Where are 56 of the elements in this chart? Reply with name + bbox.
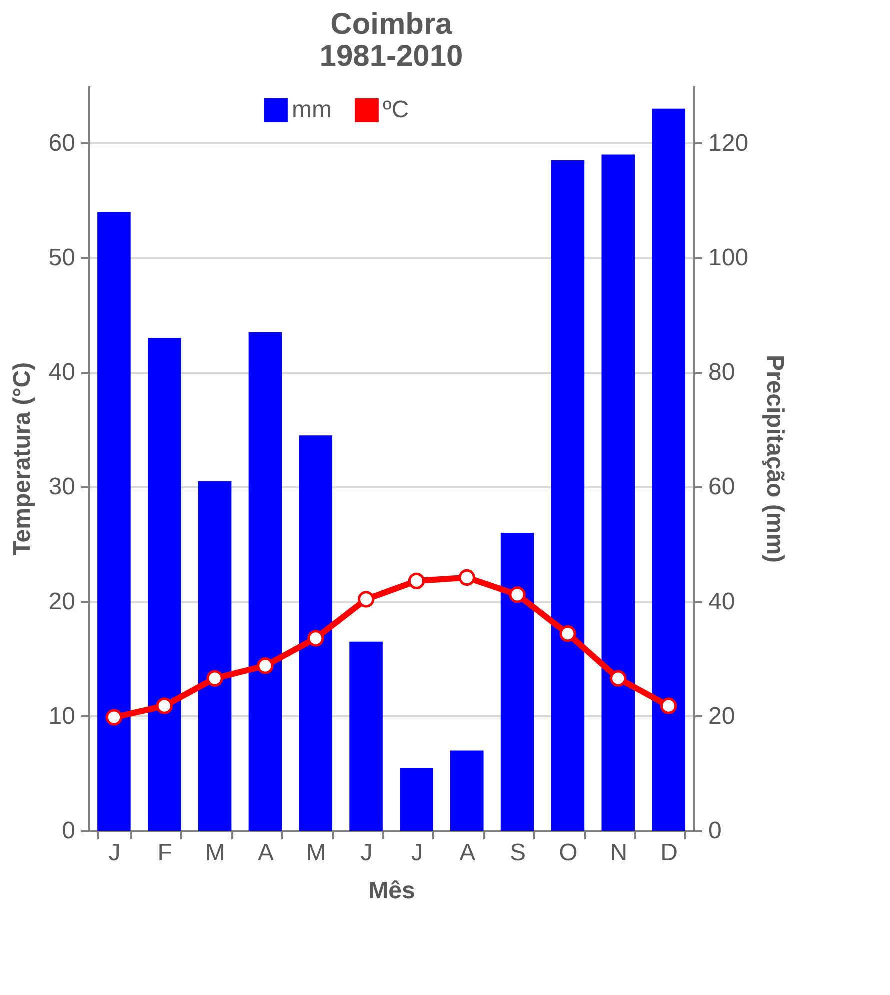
point bbox=[610, 670, 627, 687]
y-tick-label: 20 bbox=[48, 588, 76, 616]
y2-tick-label: 80 bbox=[708, 359, 736, 386]
y2-tick-label: 100 bbox=[708, 244, 749, 272]
x-tick-label: J bbox=[108, 840, 121, 866]
y-tick-label: 60 bbox=[48, 130, 76, 157]
y-tick-label: 40 bbox=[48, 359, 76, 386]
y-axis-title: Temperatura (°C) bbox=[8, 362, 36, 556]
x-tick-label: A bbox=[460, 840, 476, 866]
bar bbox=[299, 436, 333, 831]
legend-label: ºC bbox=[383, 96, 410, 124]
chart-title: Coimbra 1981-2010 bbox=[320, 8, 464, 73]
point bbox=[560, 626, 576, 642]
y-tick-label: 30 bbox=[48, 474, 76, 501]
y-tick-label: 10 bbox=[48, 702, 76, 730]
bar bbox=[450, 750, 484, 831]
y2-tick-label: 0 bbox=[708, 818, 722, 844]
bar bbox=[500, 533, 534, 831]
bar bbox=[652, 108, 686, 831]
x-tick-label: N bbox=[610, 840, 628, 866]
x-axis-title: Mês bbox=[368, 878, 416, 904]
x-tick-label: M bbox=[306, 840, 326, 866]
x-tick-label: J bbox=[411, 840, 424, 866]
y2-tick-label: 40 bbox=[708, 588, 736, 616]
point bbox=[156, 698, 173, 714]
point bbox=[308, 630, 324, 647]
y2-tick-label: 120 bbox=[708, 130, 749, 157]
bar bbox=[400, 768, 434, 831]
point bbox=[408, 572, 426, 590]
bar bbox=[602, 154, 636, 831]
point bbox=[509, 586, 526, 604]
point bbox=[257, 658, 274, 674]
point bbox=[458, 569, 476, 586]
y2-tick-label: 20 bbox=[708, 702, 736, 730]
x-tick-label: M bbox=[206, 840, 226, 866]
x-tick-label: S bbox=[510, 840, 526, 866]
y2-tick-label: 60 bbox=[708, 474, 736, 501]
point bbox=[206, 670, 224, 687]
y-tick-label: 50 bbox=[48, 244, 76, 272]
y-tick-label: 0 bbox=[62, 818, 76, 844]
legend-label: mm bbox=[292, 96, 332, 124]
y2-axis-title: Precipitação (mm) bbox=[762, 354, 789, 564]
bar bbox=[148, 338, 182, 831]
x-tick-label: J bbox=[360, 840, 373, 866]
bar bbox=[248, 332, 282, 831]
bar bbox=[98, 212, 131, 831]
x-tick-label: D bbox=[660, 840, 678, 866]
x-tick-label: F bbox=[158, 840, 172, 866]
bar bbox=[198, 481, 232, 831]
x-tick-label: O bbox=[559, 840, 578, 866]
x-tick-label: A bbox=[258, 840, 274, 866]
bar bbox=[350, 642, 383, 831]
bar bbox=[551, 160, 585, 831]
point bbox=[106, 709, 123, 726]
point bbox=[660, 698, 678, 714]
point bbox=[358, 591, 375, 608]
